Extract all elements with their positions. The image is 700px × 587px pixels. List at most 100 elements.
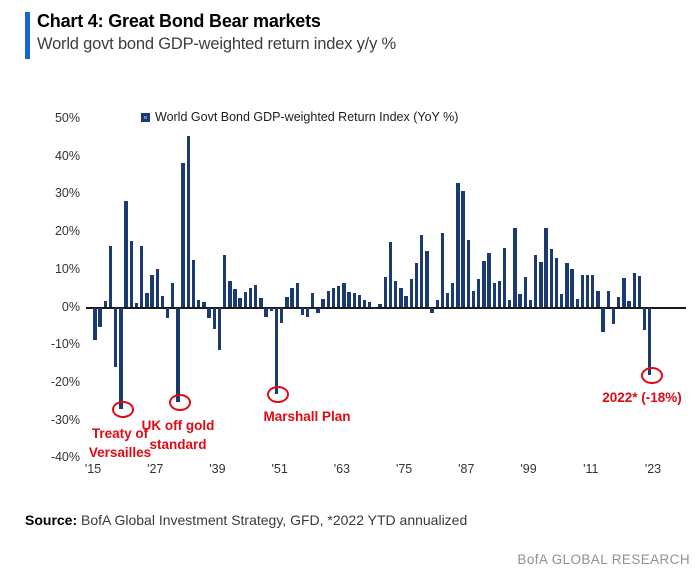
annotation-label-line: Versailles: [88, 445, 152, 460]
legend-label: World Govt Bond GDP-weighted Return Inde…: [155, 110, 459, 124]
bar-1988: [471, 291, 476, 308]
bar-1922: [129, 240, 133, 308]
bar-2021: [642, 307, 647, 331]
bar-2019: [632, 273, 636, 308]
bar-2001: [539, 261, 543, 308]
bar-1975: [404, 295, 408, 308]
bar-1989: [476, 279, 481, 308]
title-accent-bar: [25, 12, 30, 59]
bar-1979: [425, 251, 429, 308]
bar-1950: [274, 307, 279, 395]
bar-1995: [508, 299, 512, 308]
bar-2005: [559, 294, 564, 308]
bar-1934: [191, 259, 196, 308]
annotation-label-2022: 2022* (-18%): [602, 388, 682, 407]
bar-1998: [523, 276, 528, 308]
annotation-label-line: standard: [149, 437, 207, 452]
bar-1940: [222, 255, 227, 308]
bar-2015: [611, 307, 616, 324]
bar-1928: [160, 296, 165, 308]
x-axis-label: '15: [84, 462, 102, 476]
bar-1967: [362, 299, 367, 308]
annotation-circle-2022: [640, 367, 663, 385]
x-axis-label: '75: [395, 462, 413, 476]
chart-subtitle: World govt bond GDP-weighted return inde…: [37, 35, 396, 53]
annotation-label-1920: Treaty of Versailles: [89, 424, 151, 462]
bar-1954: [295, 282, 299, 308]
bar-1984: [451, 282, 455, 308]
brand-mark: BofA GLOBAL RESEARCH: [517, 552, 690, 567]
zero-axis-line: [86, 306, 686, 309]
x-axis-label: '23: [644, 462, 662, 476]
y-axis-label: 20%: [54, 224, 80, 239]
bar-1923: [134, 302, 139, 308]
bar-1986: [461, 191, 465, 308]
annotation-label-line: UK off gold: [141, 418, 215, 433]
bar-1921: [124, 200, 128, 308]
bar-1947: [259, 298, 263, 308]
bar-1987: [466, 240, 470, 308]
bar-1917: [103, 301, 108, 308]
annotation-circle-1931: [168, 393, 191, 411]
bar-1971: [383, 276, 388, 308]
y-axis-label: 30%: [54, 186, 80, 201]
bar-1983: [445, 293, 450, 308]
legend-swatch-icon: [141, 112, 150, 122]
x-axis-label: '11: [583, 462, 599, 476]
bar-2004: [554, 258, 559, 308]
bar-1929: [165, 307, 170, 319]
bar-1937: [207, 307, 211, 318]
bar-1973: [394, 281, 398, 308]
bar-1962: [336, 286, 341, 308]
bar-1958: [316, 307, 320, 314]
bar-2014: [606, 290, 610, 308]
bar-1956: [305, 307, 310, 317]
bar-1944: [243, 292, 248, 308]
bar-1996: [513, 228, 517, 308]
bar-2007: [570, 269, 574, 308]
bar-1926: [150, 275, 154, 308]
bar-1925: [145, 292, 149, 308]
y-axis-label: 10%: [54, 261, 80, 276]
bar-1916: [98, 307, 102, 328]
bar-2006: [565, 262, 569, 308]
bar-1991: [487, 252, 491, 308]
bar-1941: [228, 281, 232, 308]
bar-1999: [528, 299, 533, 308]
annotation-label-1950: Marshall Plan: [263, 407, 350, 426]
bar-2002: [544, 227, 548, 308]
bar-1978: [419, 234, 424, 308]
chart-title: Chart 4: Great Bond Bear markets: [37, 11, 321, 31]
bar-2018: [627, 300, 631, 308]
x-axis-label: '27: [147, 462, 164, 476]
bar-1952: [285, 296, 289, 308]
bar-1924: [139, 246, 144, 308]
bar-2012: [596, 290, 600, 308]
annotation-label-line: Marshall Plan: [263, 409, 351, 424]
legend: World Govt Bond GDP-weighted Return Inde…: [141, 110, 458, 124]
y-axis-label: -30%: [50, 412, 80, 427]
y-axis-label: -40%: [50, 450, 80, 465]
bar-1932: [181, 163, 185, 308]
bar-1936: [202, 301, 206, 308]
bar-1945: [248, 288, 253, 308]
bar-1915: [93, 307, 97, 340]
bar-1993: [497, 281, 502, 308]
bar-2020: [637, 275, 642, 308]
bar-1919: [114, 307, 118, 368]
bar-1974: [399, 288, 403, 308]
bar-1918: [108, 246, 113, 308]
bar-1985: [456, 183, 460, 308]
bar-1964: [347, 291, 351, 308]
bar-1955: [300, 307, 305, 316]
bar-1927: [155, 269, 159, 308]
y-axis-label: -20%: [50, 374, 80, 389]
x-axis-label: '87: [458, 462, 475, 476]
bar-2009: [580, 275, 585, 308]
bar-1968: [368, 301, 372, 308]
bar-2016: [616, 297, 621, 308]
bar-1970: [378, 303, 382, 308]
y-axis-label: 50%: [54, 111, 80, 125]
bar-1942: [233, 288, 237, 308]
